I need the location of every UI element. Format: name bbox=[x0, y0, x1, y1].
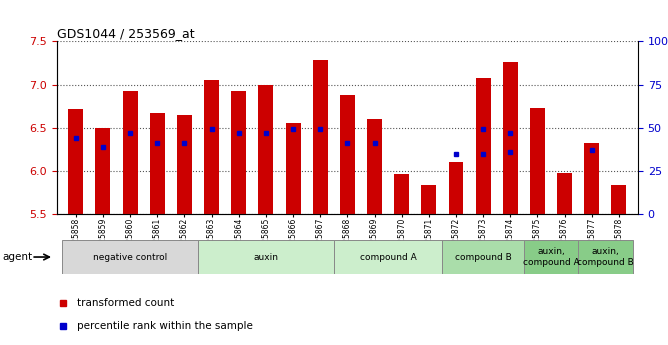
Bar bbox=[198, 240, 334, 274]
Text: GDS1044 / 253569_at: GDS1044 / 253569_at bbox=[57, 27, 194, 40]
Text: negative control: negative control bbox=[93, 253, 167, 262]
Text: percentile rank within the sample: percentile rank within the sample bbox=[77, 321, 253, 331]
Bar bbox=[123, 91, 138, 214]
Bar bbox=[334, 240, 442, 274]
Bar bbox=[340, 95, 355, 214]
Bar bbox=[442, 240, 524, 274]
Bar bbox=[578, 240, 633, 274]
Bar bbox=[259, 85, 273, 214]
Text: agent: agent bbox=[3, 252, 33, 262]
Bar bbox=[62, 240, 198, 274]
Bar bbox=[204, 80, 219, 214]
Bar bbox=[584, 143, 599, 214]
Bar bbox=[367, 119, 382, 214]
Bar bbox=[476, 78, 490, 214]
Text: compound A: compound A bbox=[360, 253, 416, 262]
Bar bbox=[96, 128, 110, 214]
Bar bbox=[286, 124, 301, 214]
Text: auxin,
compound B: auxin, compound B bbox=[577, 247, 634, 267]
Bar bbox=[530, 108, 545, 214]
Bar bbox=[448, 162, 464, 214]
Bar bbox=[313, 60, 328, 214]
Text: compound B: compound B bbox=[455, 253, 512, 262]
Bar bbox=[557, 174, 572, 214]
Bar bbox=[394, 174, 409, 214]
Text: transformed count: transformed count bbox=[77, 298, 174, 308]
Bar bbox=[177, 115, 192, 214]
Bar bbox=[503, 62, 518, 214]
Bar bbox=[231, 91, 246, 214]
Bar bbox=[524, 240, 578, 274]
Text: auxin: auxin bbox=[253, 253, 279, 262]
Bar bbox=[68, 109, 84, 214]
Bar bbox=[150, 113, 165, 214]
Bar bbox=[422, 186, 436, 214]
Text: auxin,
compound A: auxin, compound A bbox=[522, 247, 579, 267]
Bar bbox=[611, 186, 627, 214]
